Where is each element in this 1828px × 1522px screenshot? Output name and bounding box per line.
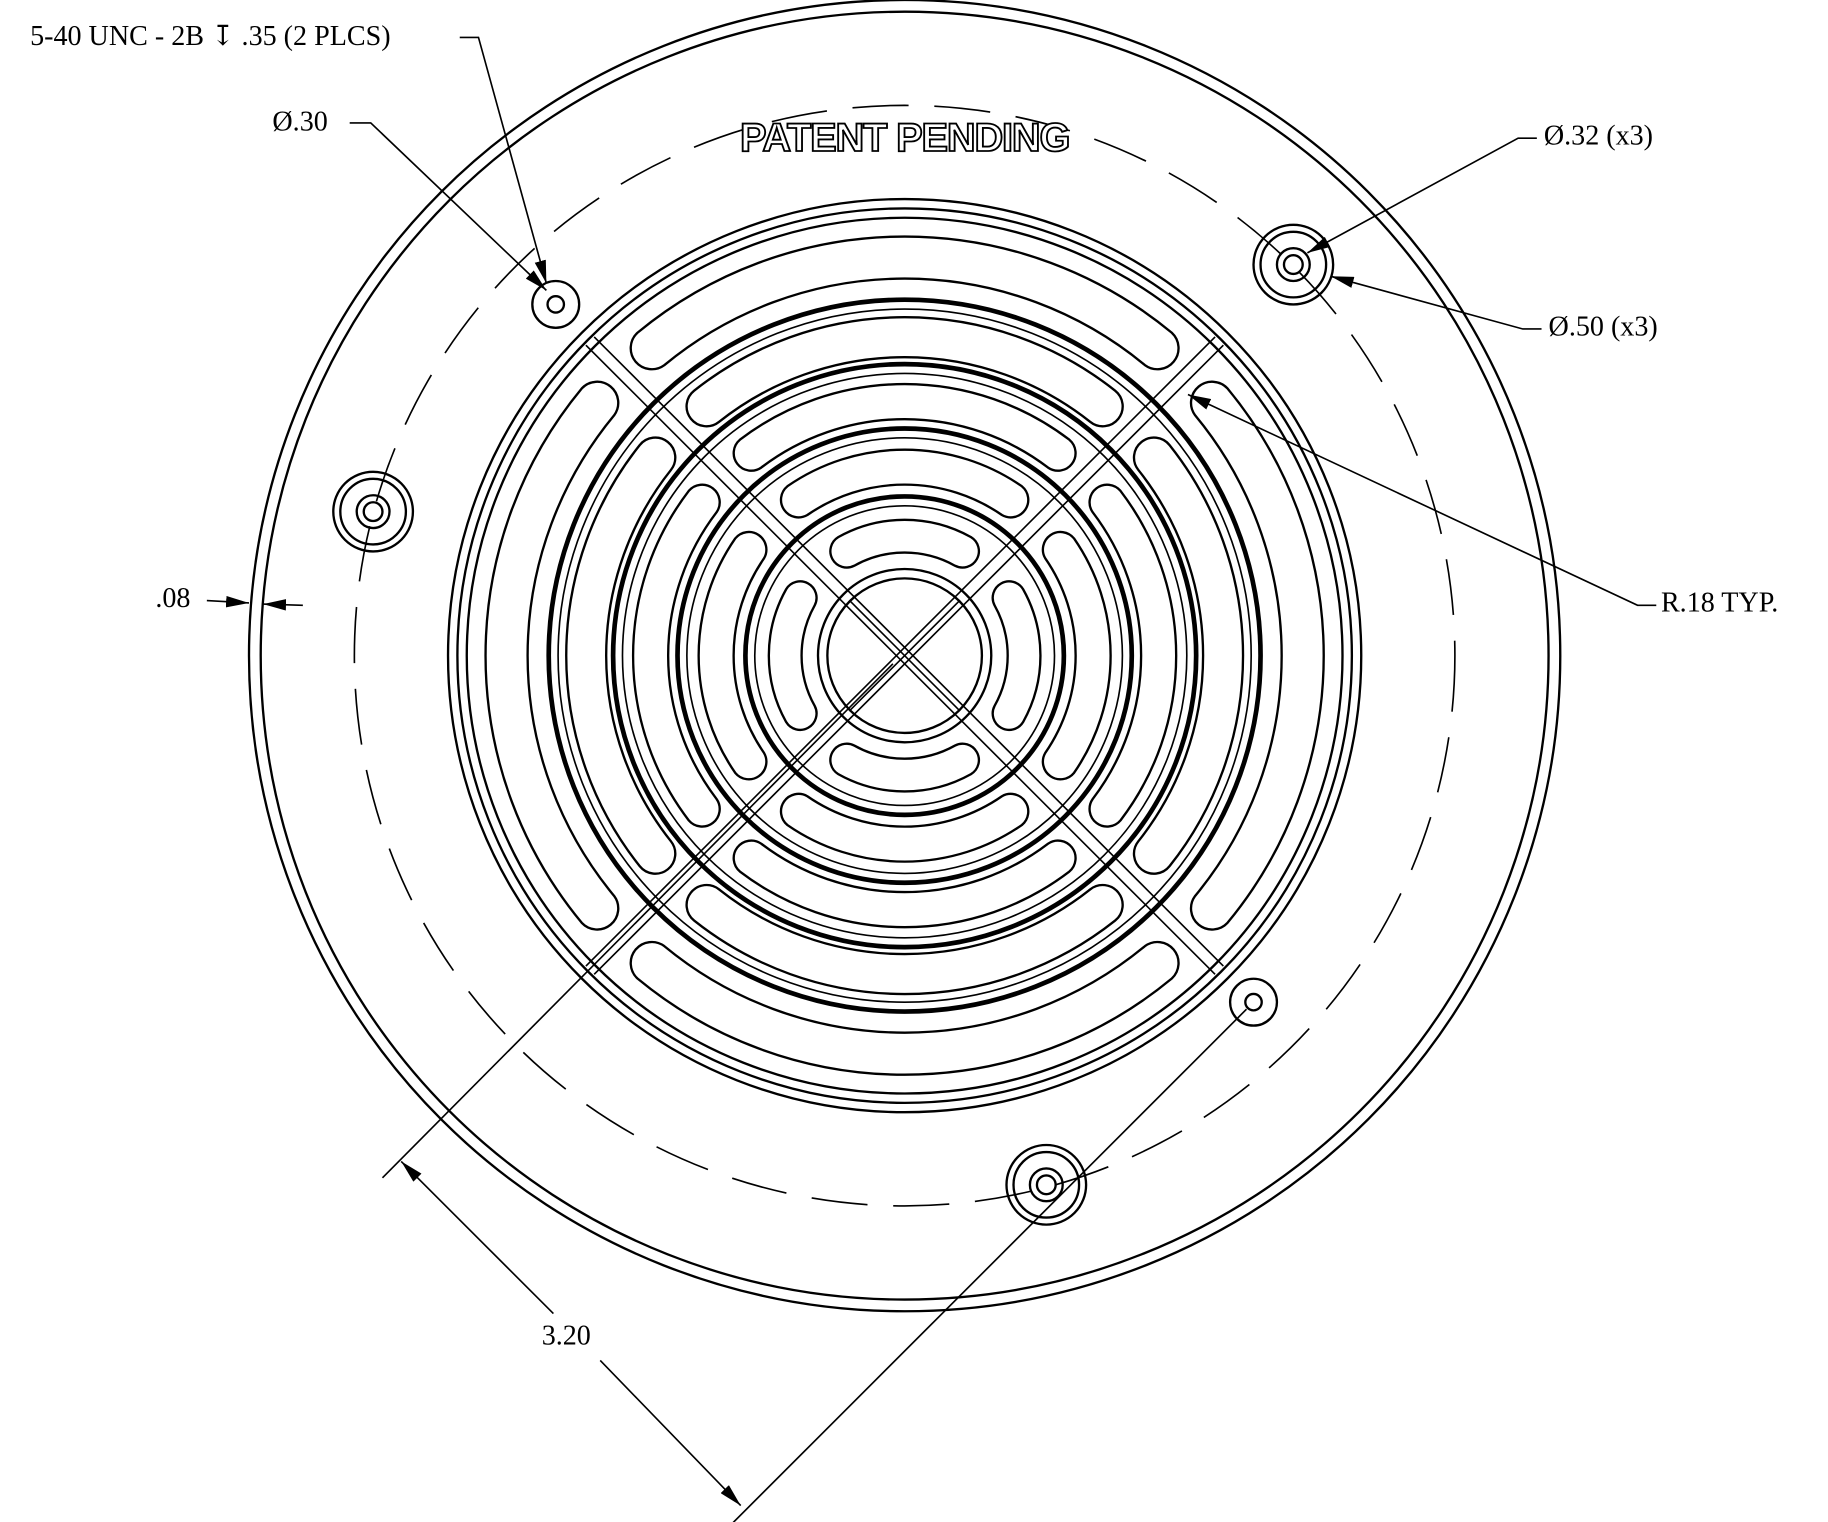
counterbore-hole: [1277, 248, 1310, 281]
thread-callout: 5-40 UNC - 2B ↧ .35 (2 PLCS): [30, 21, 390, 52]
counterbore-hole: [364, 502, 383, 521]
slot: [830, 520, 979, 568]
counterbore-hole: [333, 472, 413, 552]
counterbore-hole: [1284, 255, 1303, 274]
slot: [486, 382, 619, 930]
slot: [781, 794, 1028, 862]
counterbore-hole: [1014, 1152, 1080, 1218]
slot: [993, 581, 1041, 730]
tapped-hole: [532, 281, 579, 328]
counterbore-hole: [357, 495, 390, 528]
slot: [699, 532, 767, 779]
slot: [781, 450, 1028, 518]
slot: [1191, 382, 1324, 930]
tapped-hole: [548, 296, 564, 312]
slot: [631, 237, 1179, 370]
counterbore-outer-callout: Ø.50 (x3): [1549, 311, 1658, 342]
slot: [830, 744, 979, 792]
drawing: PATENT PENDING 5-40 UNC - 2B ↧ .35 (2 PL…: [0, 0, 1828, 1522]
radius-callout: R.18 TYP.: [1661, 588, 1778, 619]
slot: [769, 581, 817, 730]
counterbore-hole: [1254, 225, 1334, 305]
counterbore-inner-callout: Ø.32 (x3): [1544, 121, 1653, 152]
slot: [1043, 532, 1111, 779]
counterbore-hole: [1037, 1175, 1056, 1194]
counterbore-hole: [1006, 1145, 1086, 1225]
tapped-hole: [1245, 994, 1261, 1010]
counterbore-hole: [1261, 232, 1327, 298]
rim-dimension: .08: [155, 583, 190, 614]
slot: [631, 942, 1179, 1075]
counterbore-hole: [340, 479, 406, 545]
spacing-dimension: 3.20: [542, 1321, 591, 1352]
tap-hole-callout: Ø.30: [272, 107, 327, 138]
title: PATENT PENDING: [740, 116, 1069, 160]
